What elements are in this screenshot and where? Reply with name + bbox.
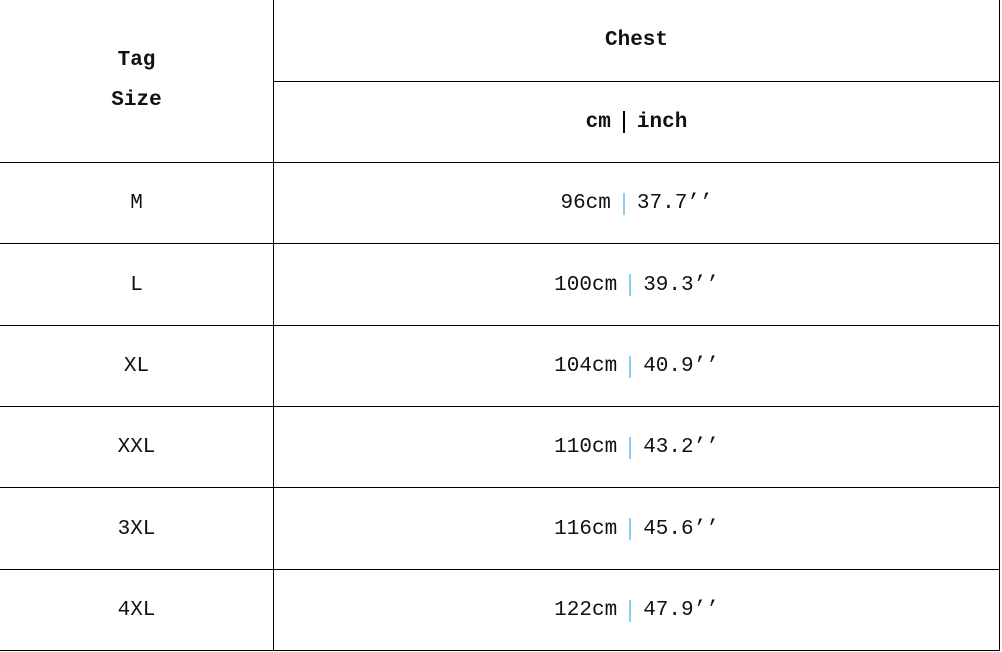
chest-inch: 47.9’’ [643, 599, 719, 622]
header-divider [273, 81, 1000, 82]
chest-cell: 110cm 43.2’’ [274, 407, 999, 488]
chest-inch: 37.7’’ [636, 192, 713, 215]
table-bottom-border [0, 650, 1000, 651]
row-divider [0, 325, 1000, 326]
chest-cell: 96cm 37.7’’ [274, 163, 999, 244]
chest-cm: 100cm [554, 273, 618, 297]
separator [629, 518, 632, 540]
separator [622, 111, 625, 133]
chest-inch: 39.3’’ [643, 273, 719, 297]
chest-cell: 100cm 39.3’’ [274, 244, 999, 326]
chest-cell: 122cm 47.9’’ [274, 570, 999, 651]
chest-cm: 110cm [554, 436, 618, 459]
row-divider [0, 569, 1000, 570]
size-cell: XL [123, 355, 150, 378]
chest-cell: 104cm 40.9’’ [274, 326, 999, 407]
chest-inch: 40.9’’ [643, 355, 719, 378]
chest-inch: 43.2’’ [643, 436, 719, 459]
size-label: Size [111, 89, 162, 112]
separator [629, 436, 632, 459]
chest-cm: 116cm [554, 517, 618, 541]
row-divider [0, 487, 1000, 488]
separator [629, 274, 632, 296]
chest-header: Chest [604, 29, 668, 52]
row-divider [0, 162, 1000, 163]
unit-cm: cm [585, 110, 611, 134]
unit-header: cm inch [274, 82, 999, 162]
tag-label: Tag [117, 49, 156, 72]
size-cell: L [130, 273, 143, 297]
size-cell: 3XL [117, 517, 156, 541]
size-cell: 4XL [117, 599, 156, 622]
chest-inch: 45.6’’ [643, 517, 719, 541]
size-cell: M [130, 192, 143, 215]
separator [629, 599, 632, 622]
tag-size-header: Tag Size [0, 0, 273, 162]
chest-cm: 122cm [554, 599, 618, 622]
size-cell: XXL [117, 436, 156, 459]
separator [622, 192, 625, 215]
row-divider [0, 243, 1000, 244]
chest-cm: 104cm [554, 355, 618, 378]
chest-cell: 116cm 45.6’’ [274, 488, 999, 570]
row-divider [0, 406, 1000, 407]
separator [629, 355, 632, 378]
unit-inch: inch [636, 110, 688, 134]
chest-cm: 96cm [560, 192, 611, 215]
